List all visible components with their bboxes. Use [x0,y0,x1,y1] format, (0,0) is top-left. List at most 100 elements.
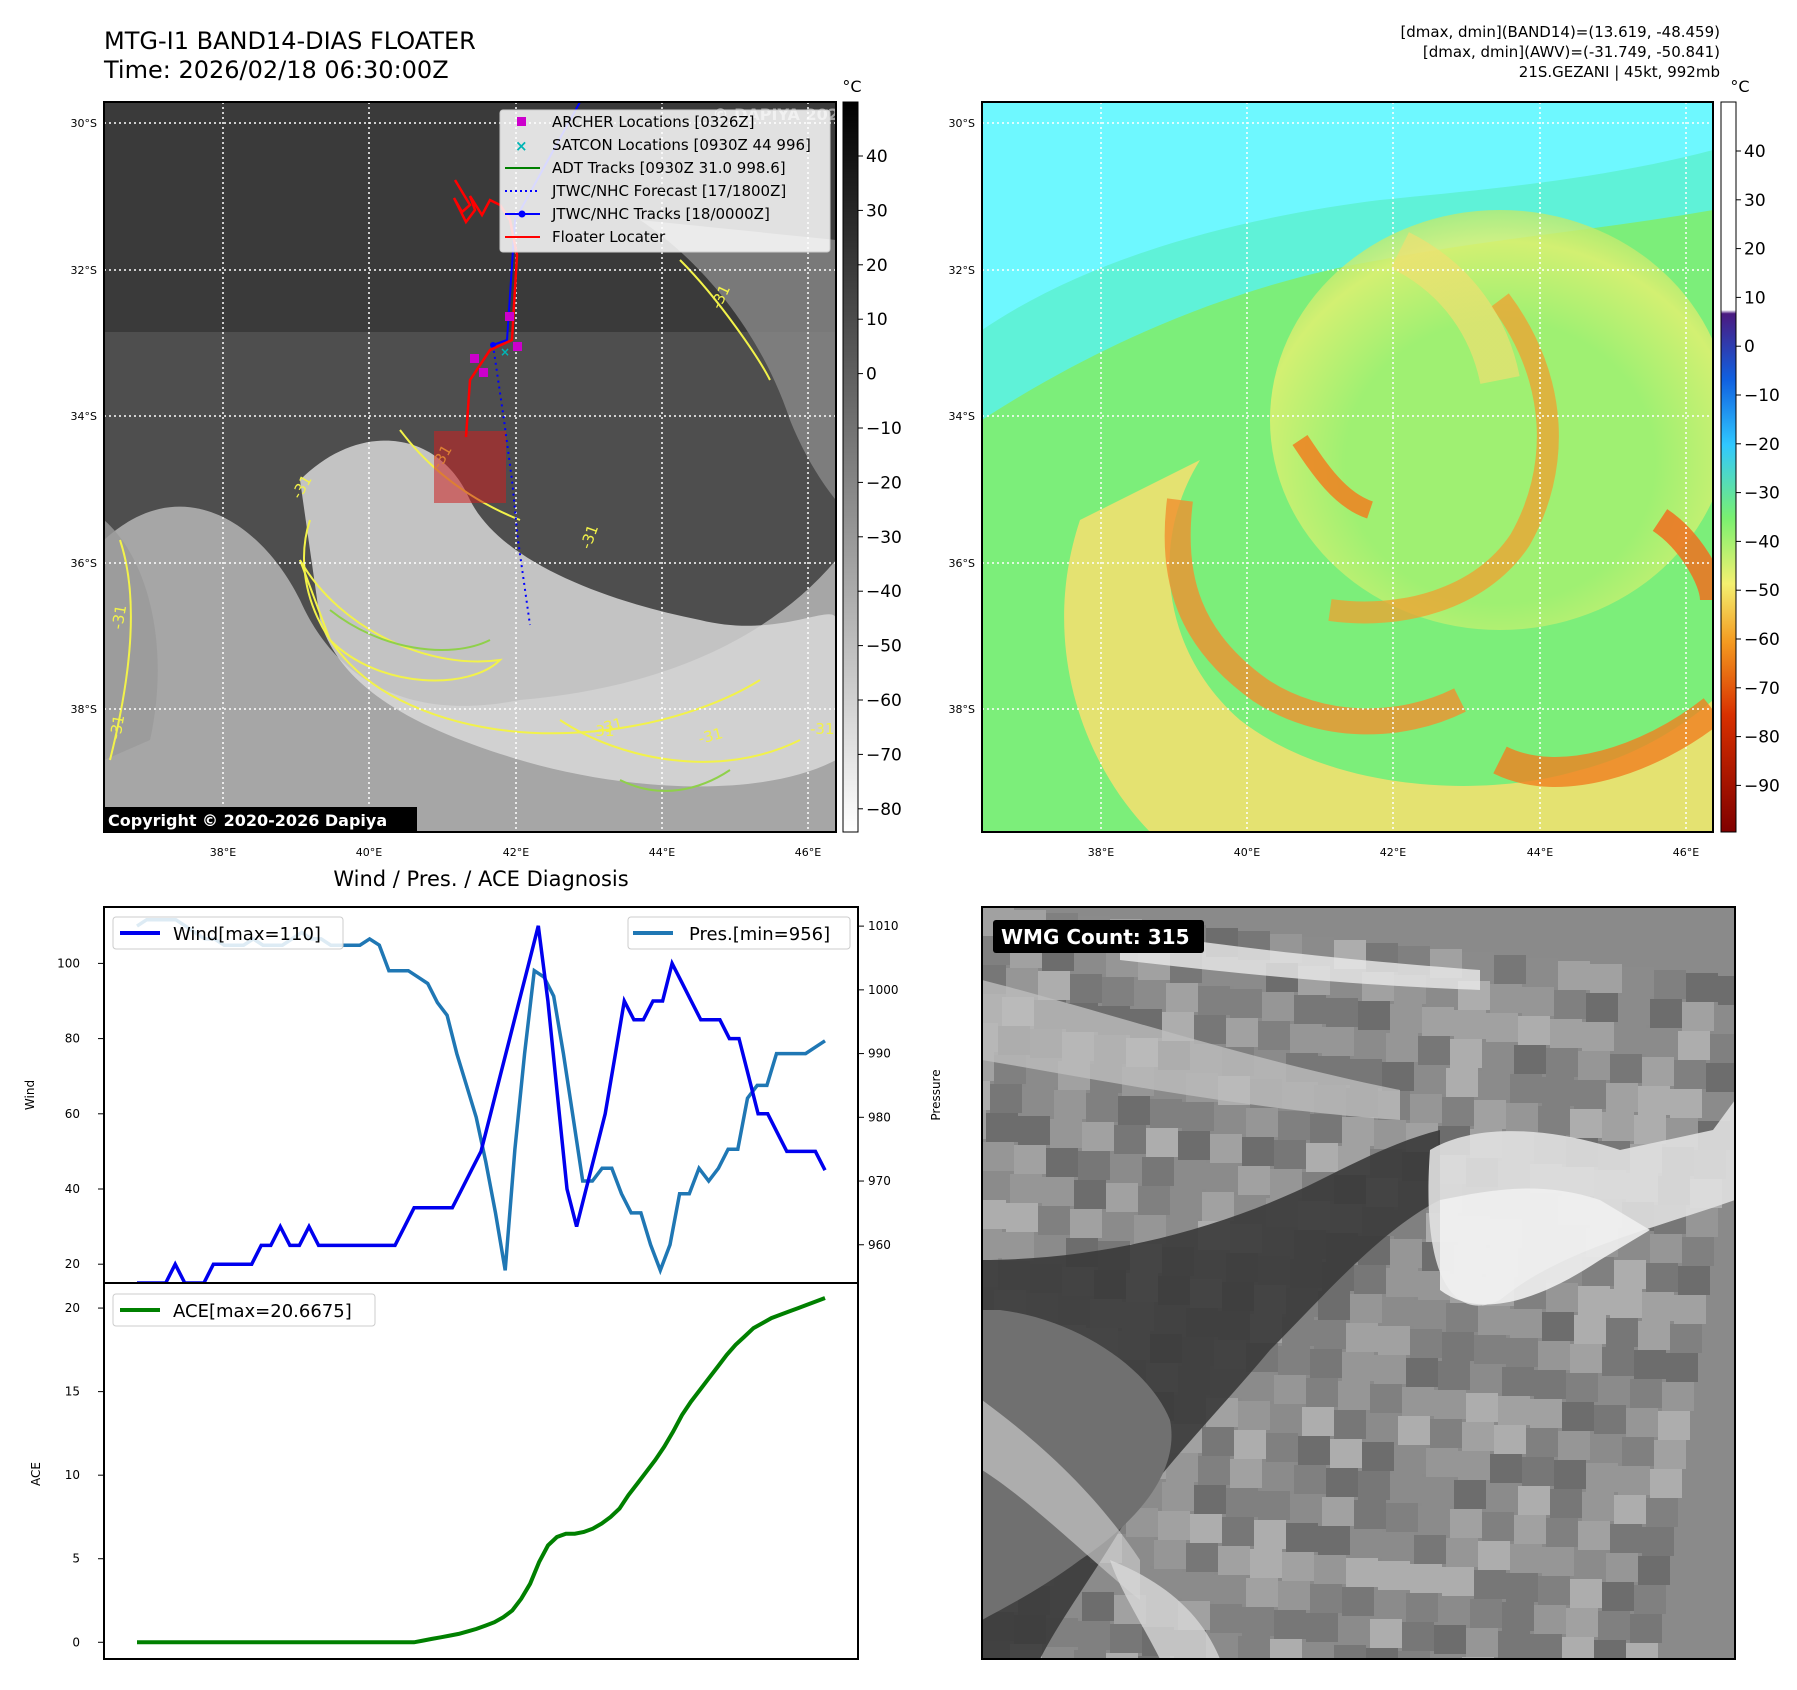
wmg-cell [1046,1148,1078,1177]
wmg-cell [1290,1024,1322,1053]
awv-yellow-arc [1390,232,1520,385]
wmg-cell [1650,999,1682,1028]
wmg-cell [1166,983,1198,1012]
wmg-cell [906,1458,938,1487]
pressure-y-tick-label: 1010 [868,919,899,933]
wmg-light-band [982,980,1400,1120]
wind-legend-box [112,916,344,950]
wmg-cell [1606,1318,1638,1347]
wmg-cell [1614,1495,1646,1524]
wmg-cell [1342,1352,1374,1381]
colorbar-left-tick-label: −70 [866,745,902,765]
wmg-cell [1714,1005,1735,1034]
ir-contour-5 [679,259,771,381]
wmg-cell [1250,1549,1282,1578]
wmg-cell [1422,1477,1454,1506]
wmg-cell [1182,1572,1214,1601]
ir-lat-labels: 30°S 32°S 34°S 36°S 38°S [71,117,97,716]
wmg-cell [1358,1001,1390,1030]
wmg-cell [1442,1332,1474,1361]
lon-label: 38°E [1088,846,1114,859]
wmg-cell [1010,1174,1042,1203]
wmg-cell [1590,1434,1622,1463]
wmg-cell [1558,961,1590,990]
wmg-cell [1086,1093,1118,1122]
colorbar-right-tick-label: −70 [1744,679,1780,699]
wmg-cell [1266,1668,1298,1690]
wmg-cell [1482,1512,1514,1541]
wmg-cell [1506,1573,1538,1602]
wmg-cell [1406,1593,1438,1622]
ir-legend: ARCHER Locations [0326Z] × SATCON Location… [505,113,811,246]
wmg-cell [1446,1303,1478,1332]
archer-marker-1 [470,354,479,363]
wmg-cell [1454,1480,1486,1509]
ir-panel-frame [103,101,837,833]
wmg-cell [1306,1378,1338,1407]
wmg-cell [1146,1128,1178,1157]
wmg-cell [1078,1151,1110,1180]
satcon-marker: × [500,345,510,359]
wmg-cell [1614,1025,1646,1054]
wmg-cell [1586,993,1618,1022]
wmg-cell [1642,1057,1674,1086]
ir-contour-label-8: -31 [106,713,128,740]
wmg-cell [1038,1206,1070,1235]
ir-contour-label-1: -31 [696,724,724,748]
wmg-cell [1038,971,1070,1000]
awv-lon-labels: 38°E 40°E 42°E 44°E 46°E [1088,846,1699,859]
wmg-cell [1074,1650,1106,1659]
wmg-cell [1594,1405,1626,1434]
wmg-cell [1382,1532,1414,1561]
wmg-cell [950,1139,982,1168]
wmg-cell [1622,1437,1654,1466]
x-marker-icon: × [515,137,528,155]
wind-legend-label: Wind[max=110] [173,924,321,945]
wmg-cell [1242,1372,1274,1401]
colorbar-right-tick-label: −80 [1744,728,1780,748]
colorbar-right-tick-label: 10 [1744,288,1766,308]
wmg-light-streak [1120,930,1480,990]
wmg-cell [1682,1237,1714,1266]
wmg-cell [1322,1027,1354,1056]
colorbar-left-tick-label: 40 [866,147,888,167]
wmg-cell [1462,1657,1494,1659]
wmg-cell [934,1490,966,1519]
wmg-cell [1490,984,1522,1013]
wmg-cell [1450,1039,1482,1068]
wmg-cell [1538,1106,1570,1135]
copyright-text: Copyright © 2020-2026 Dapiya [108,811,387,830]
wmg-cell [1542,1077,1574,1106]
wmg-cell [1558,1666,1590,1690]
colorbar-right-tick-label: 30 [1744,191,1766,211]
copyright-badge [103,807,417,832]
colorbar-left-tick-label: 10 [866,310,888,330]
wmg-cell [1338,1616,1370,1645]
floater-box [434,431,506,503]
wmg-cell [1186,1543,1218,1572]
legend-label: SATCON Locations [0930Z 44 996] [552,136,811,154]
wmg-cell [1446,1538,1478,1567]
wmg-cell [1274,1610,1306,1639]
wmg-cell [1142,1157,1174,1186]
lon-label: 42°E [1380,846,1406,859]
wmg-cell [1078,1621,1110,1650]
wmg-cell [1358,1471,1390,1500]
wmg-cell [1678,1031,1710,1060]
wmg-cell [1050,1119,1082,1148]
wmg-cell [1342,1587,1374,1616]
awv-lat-labels: 30°S 32°S 34°S 36°S 38°S [949,117,975,716]
wind-series-line [137,925,827,1283]
wmg-cell [1246,1578,1278,1607]
wmg-cell [1494,1425,1526,1454]
wmg-cell [1630,1379,1662,1408]
colorbar-right-unit: °C [1730,77,1749,96]
wmg-cell [1634,1115,1666,1144]
wmg-cell [1298,1436,1330,1465]
wmg-cell [1138,1186,1170,1215]
wmg-cell [1634,1350,1666,1379]
wmg-cell [1706,1063,1735,1092]
wmg-cell [1574,1550,1606,1579]
wmg-cell [910,1429,942,1458]
wmg-cell [1178,1131,1210,1160]
